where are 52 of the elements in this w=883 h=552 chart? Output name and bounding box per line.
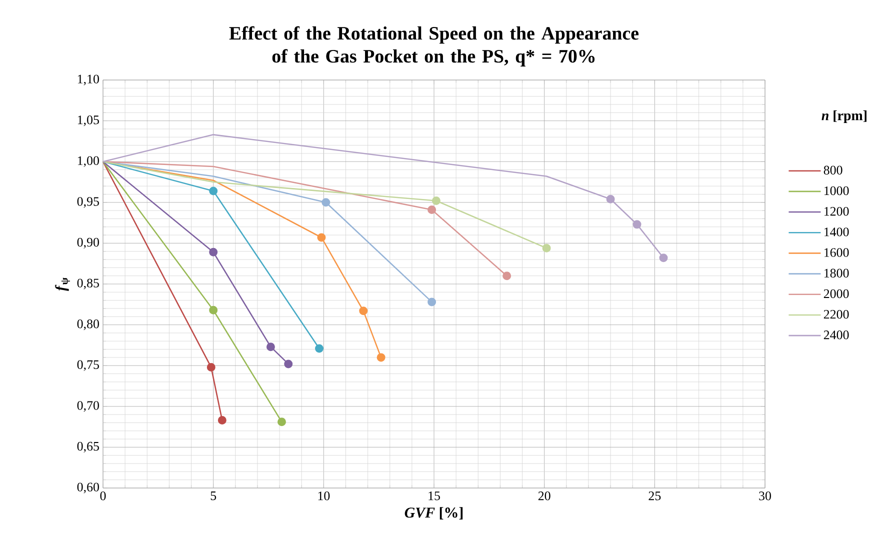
point xyxy=(277,418,286,426)
point xyxy=(428,205,436,214)
point xyxy=(317,233,326,242)
point xyxy=(502,272,512,280)
point xyxy=(218,416,226,425)
y-tick-label: 0,75 xyxy=(77,360,99,371)
y-tick-label: 0,70 xyxy=(77,401,99,412)
legend-label: 1000 xyxy=(824,186,849,196)
y-tick-label: 0,80 xyxy=(77,320,99,330)
point xyxy=(432,196,440,206)
point xyxy=(359,306,368,316)
y-tick-label: 1,10 xyxy=(78,74,99,86)
legend-label: 2000 xyxy=(824,289,849,298)
legend-label: 1400 xyxy=(824,228,849,236)
x-tick-label: 25 xyxy=(648,492,661,500)
y-tick-label: 1,05 xyxy=(78,116,99,126)
point xyxy=(632,220,642,229)
legend-title: n [rpm] xyxy=(822,110,866,124)
x-tick-label: 5 xyxy=(210,492,216,500)
chart-title: Effect of the Rotational Speed on the Appearance of the Gas Pocket on the PS, q* = 70% xyxy=(229,26,639,67)
x-tick-label: 20 xyxy=(538,492,550,500)
point xyxy=(606,194,615,204)
y-tick-label: 0,60 xyxy=(77,482,99,494)
point xyxy=(206,362,216,372)
legend-label: 1200 xyxy=(824,206,849,216)
point xyxy=(542,244,551,252)
y-tick-label: 0,90 xyxy=(77,238,99,249)
y-tick-label: 0,65 xyxy=(77,442,99,453)
point xyxy=(209,248,218,256)
point xyxy=(266,342,275,352)
x-tick-label: 0 xyxy=(100,492,106,500)
x-tick-label: 30 xyxy=(759,492,771,500)
legend-label: 2200 xyxy=(824,310,849,319)
legend-label: 800 xyxy=(824,166,842,175)
point xyxy=(659,254,668,262)
legend-label: 1600 xyxy=(824,248,849,257)
point xyxy=(315,344,324,353)
x-axis-title: GVF [%] xyxy=(404,507,463,520)
legend-label: 2400 xyxy=(824,330,849,340)
point xyxy=(322,198,330,207)
point xyxy=(284,360,293,368)
y-tick-label: 0,95 xyxy=(77,197,99,208)
point xyxy=(209,306,218,314)
y-tick-label: 0,85 xyxy=(77,278,99,290)
legend-label: 1800 xyxy=(824,268,849,278)
point xyxy=(428,298,436,306)
x-tick-label: 10 xyxy=(318,492,330,500)
y-axis-title: f$_{ψ}$ xyxy=(55,278,70,291)
point xyxy=(209,186,218,196)
point xyxy=(376,353,386,362)
y-tick-label: 1,00 xyxy=(78,156,99,167)
x-tick-label: 15 xyxy=(428,492,440,500)
